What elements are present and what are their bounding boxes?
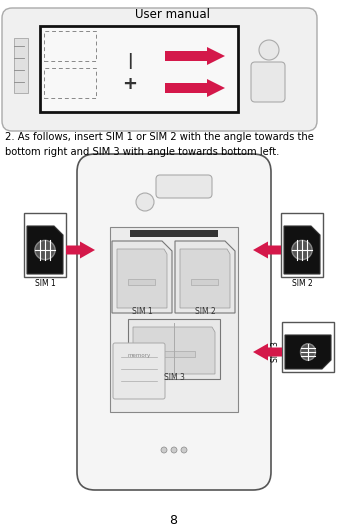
Ellipse shape [292,240,312,260]
Circle shape [161,447,167,453]
Polygon shape [285,335,331,369]
Bar [24,213,66,277]
Polygon shape [175,241,235,313]
Text: SIM 3: SIM 3 [163,373,185,382]
Polygon shape [133,327,215,374]
Polygon shape [117,249,167,308]
Polygon shape [27,226,63,274]
Bar [153,351,195,357]
Polygon shape [180,249,230,308]
FancyBboxPatch shape [251,62,285,102]
Bar [14,38,28,93]
Bar [44,31,96,61]
Polygon shape [284,226,320,274]
Bar [44,68,96,98]
Text: SIM 1: SIM 1 [35,279,56,288]
Bar [128,279,155,285]
Bar [192,279,219,285]
Text: SIM 1: SIM 1 [132,307,152,316]
Bar [281,213,323,277]
Text: |: | [127,53,133,69]
Polygon shape [66,241,95,258]
FancyBboxPatch shape [2,8,317,131]
Polygon shape [165,79,225,97]
Text: 8: 8 [169,514,177,526]
Circle shape [181,447,187,453]
Text: SIM 2: SIM 2 [291,279,312,288]
Text: 2. As follows, insert SIM 1 or SIM 2 with the angle towards the: 2. As follows, insert SIM 1 or SIM 2 wit… [5,132,314,142]
Circle shape [171,447,177,453]
Text: bottom right and SIM 3 with angle towards bottom left.: bottom right and SIM 3 with angle toward… [5,147,279,157]
Text: SIM 3: SIM 3 [271,341,280,362]
Polygon shape [112,241,172,313]
Polygon shape [253,343,282,360]
FancyBboxPatch shape [77,154,271,490]
Ellipse shape [301,343,315,360]
Polygon shape [128,319,220,379]
Text: SIM 2: SIM 2 [195,307,215,316]
Polygon shape [165,47,225,65]
Polygon shape [253,241,281,258]
Text: +: + [122,75,137,93]
Bar [40,26,238,112]
Circle shape [136,193,154,211]
Bar [282,322,334,372]
Ellipse shape [35,240,55,260]
FancyBboxPatch shape [113,343,165,399]
Text: User manual: User manual [135,8,211,21]
Bar [130,230,218,237]
FancyBboxPatch shape [156,175,212,198]
Circle shape [259,40,279,60]
Text: memory: memory [127,353,151,358]
Bar [110,227,238,412]
